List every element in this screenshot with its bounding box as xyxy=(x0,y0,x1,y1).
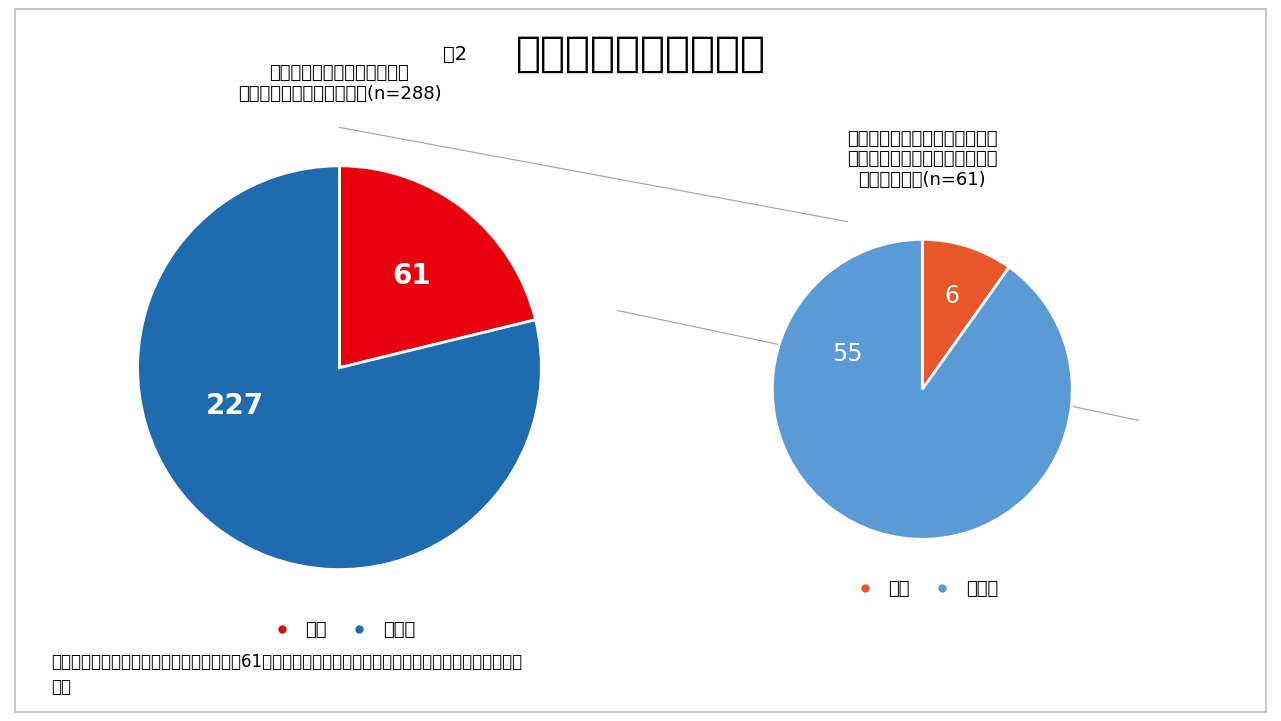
Wedge shape xyxy=(922,239,1009,389)
Text: 図2: 図2 xyxy=(443,45,466,63)
Legend: はい, いいえ: はい, いいえ xyxy=(256,614,423,646)
Title: 生理の場合に、大学の授業を
休んだことはありますか？(n=288): 生理の場合に、大学の授業を 休んだことはありますか？(n=288) xyxy=(238,64,441,102)
Text: 61: 61 xyxy=(392,262,432,290)
Title: 授業の欠席理由として教職員に
生理であることを伝えたことは
ありますか？(n=61): 授業の欠席理由として教職員に 生理であることを伝えたことは ありますか？(n=6… xyxy=(847,130,998,189)
Wedge shape xyxy=(772,239,1072,539)
Wedge shape xyxy=(137,166,542,570)
Text: 生理の場合に授業を休んだことがある人が61人もいるのに対して、教職員に伝えたことがある人が少な: 生理の場合に授業を休んだことがある人が61人もいるのに対して、教職員に伝えたこと… xyxy=(51,653,523,671)
Legend: はい, いいえ: はい, いいえ xyxy=(839,572,1006,605)
Text: 生理による授業欠席率: 生理による授業欠席率 xyxy=(515,33,766,75)
Text: 6: 6 xyxy=(944,285,959,309)
Text: 227: 227 xyxy=(206,392,264,420)
Text: 55: 55 xyxy=(833,342,863,366)
Text: い。: い。 xyxy=(51,678,72,696)
Wedge shape xyxy=(339,166,535,368)
